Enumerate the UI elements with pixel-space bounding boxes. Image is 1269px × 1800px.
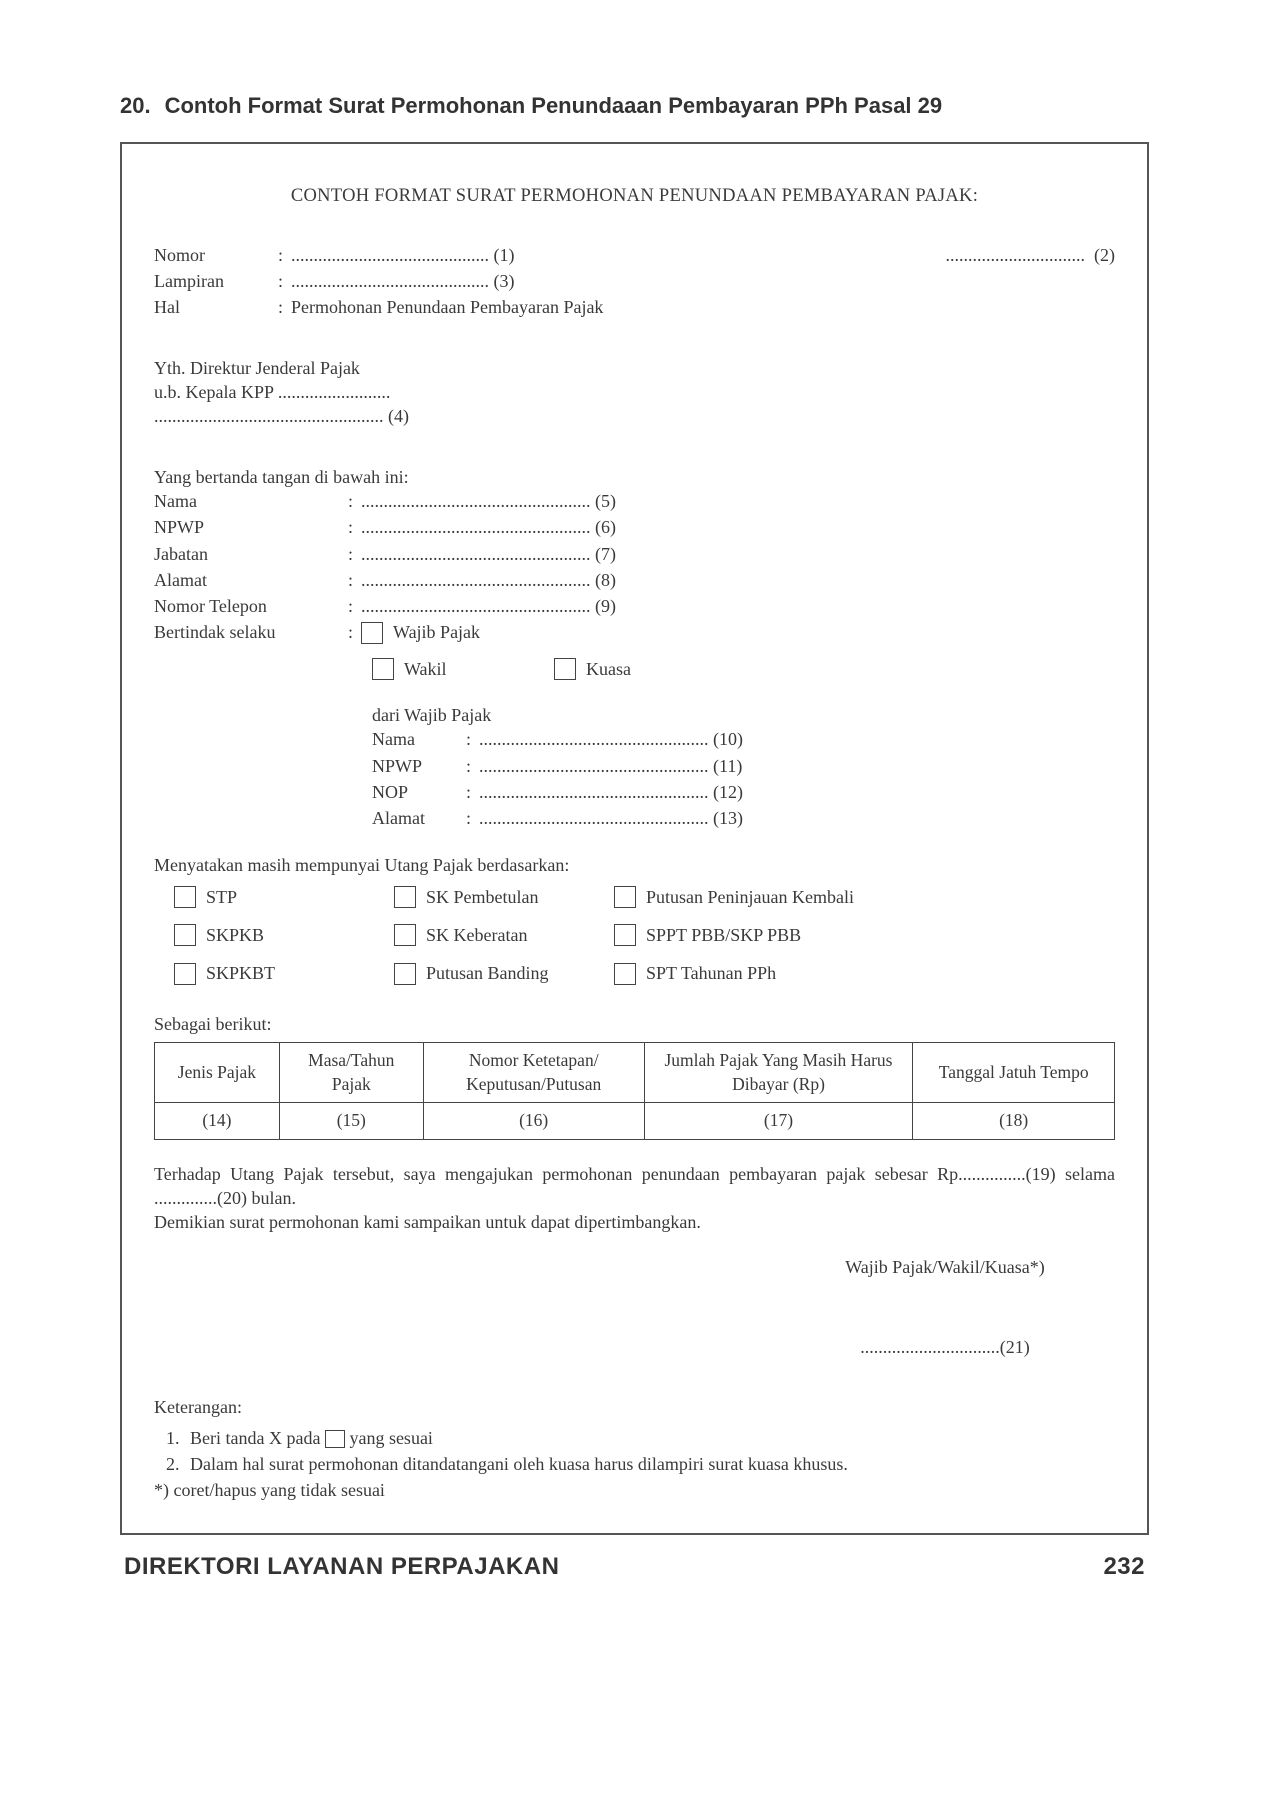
opt-banding: Putusan Banding <box>426 961 549 985</box>
ket-1: Beri tanda X pada yang sesuai <box>184 1426 1115 1450</box>
opt-wakil: Wakil <box>404 657 554 681</box>
jabatan-value: ........................................… <box>361 542 616 566</box>
header-block: Nomor : ................................… <box>154 243 1115 320</box>
ket-star: *) coret/hapus yang tidak sesuai <box>154 1478 1115 1502</box>
td-14: (14) <box>155 1103 280 1140</box>
page: 20. Contoh Format Surat Permohonan Penun… <box>0 0 1269 1641</box>
addressee-block: Yth. Direktur Jenderal Pajak u.b. Kepala… <box>154 356 1115 429</box>
th-masa: Masa/Tahun Pajak <box>279 1042 423 1102</box>
ket-title: Keterangan: <box>154 1395 1115 1419</box>
checkbox-skpkbt[interactable] <box>174 963 196 985</box>
opt-skpkbt: SKPKBT <box>206 961 275 985</box>
addr-line-1: Yth. Direktur Jenderal Pajak <box>154 356 1115 380</box>
wp-nama-value: ........................................… <box>479 727 743 751</box>
addr-line-3: ........................................… <box>154 404 1115 428</box>
nomor-value: ........................................… <box>291 243 515 267</box>
th-tempo: Tanggal Jatuh Tempo <box>913 1042 1115 1102</box>
utang-options: STP SK Pembetulan Putusan Peninjauan Kem… <box>174 885 1115 986</box>
section-number: 20. <box>120 90 151 122</box>
checkbox-kuasa[interactable] <box>554 658 576 680</box>
wp-alamat-label: Alamat <box>372 806 462 830</box>
telp-value: ........................................… <box>361 594 616 618</box>
signature-block: Wajib Pajak/Wakil/Kuasa*) ..............… <box>775 1255 1115 1360</box>
dari-wp: dari Wajib Pajak <box>372 703 1115 727</box>
utang-intro: Menyatakan masih mempunyai Utang Pajak b… <box>154 853 1115 877</box>
th-nomor: Nomor Ketetapan/ Keputusan/Putusan <box>423 1042 644 1102</box>
checkbox-sample-icon <box>325 1430 345 1448</box>
section-title: 20. Contoh Format Surat Permohonan Penun… <box>120 90 1149 122</box>
opt-sk-keberatan: SK Keberatan <box>426 923 527 947</box>
alamat-label: Alamat <box>154 568 344 592</box>
opt-stp: STP <box>206 885 237 909</box>
nomor-label: Nomor <box>154 243 274 267</box>
sign-line: ...............................(21) <box>775 1335 1115 1359</box>
td-17: (17) <box>644 1103 913 1140</box>
wp-npwp-value: ........................................… <box>479 754 742 778</box>
td-16: (16) <box>423 1103 644 1140</box>
alamat-value: ........................................… <box>361 568 616 592</box>
form-heading: CONTOH FORMAT SURAT PERMOHONAN PENUNDAAN… <box>154 184 1115 209</box>
page-number: 232 <box>1103 1553 1145 1581</box>
section-title-text: Contoh Format Surat Permohonan Penundaaa… <box>165 90 1149 122</box>
nama-value: ........................................… <box>361 489 616 513</box>
checkbox-banding[interactable] <box>394 963 416 985</box>
checkbox-sk-pembetulan[interactable] <box>394 886 416 908</box>
identity-block: Yang bertanda tangan di bawah ini: Nama:… <box>154 465 1115 831</box>
opt-kuasa: Kuasa <box>586 657 631 681</box>
addr-line-2: u.b. Kepala KPP ........................… <box>154 380 1115 404</box>
opt-sppt: SPPT PBB/SKP PBB <box>646 923 801 947</box>
paragraph-2: Demikian surat permohonan kami sampaikan… <box>154 1210 1115 1234</box>
td-18: (18) <box>913 1103 1115 1140</box>
tax-table: Jenis Pajak Masa/Tahun Pajak Nomor Ketet… <box>154 1042 1115 1140</box>
hal-value: Permohonan Penundaan Pembayaran Pajak <box>291 295 603 319</box>
wp-nop-label: NOP <box>372 780 462 804</box>
table-header-row: Jenis Pajak Masa/Tahun Pajak Nomor Ketet… <box>155 1042 1115 1102</box>
tanggal-value: ............................... (2) <box>946 243 1116 267</box>
nama-label: Nama <box>154 489 344 513</box>
ket-2: Dalam hal surat permohonan ditandatangan… <box>184 1452 1115 1476</box>
sign-role: Wajib Pajak/Wakil/Kuasa*) <box>775 1255 1115 1279</box>
td-15: (15) <box>279 1103 423 1140</box>
page-footer: DIREKTORI LAYANAN PERPAJAKAN 232 <box>120 1553 1149 1581</box>
sebagai-berikut: Sebagai berikut: <box>154 1012 1115 1036</box>
wp-alamat-value: ........................................… <box>479 806 743 830</box>
checkbox-skpkb[interactable] <box>174 924 196 946</box>
checkbox-wakil[interactable] <box>372 658 394 680</box>
opt-spt: SPT Tahunan PPh <box>646 961 776 985</box>
checkbox-wajib-pajak[interactable] <box>361 622 383 644</box>
lampiran-label: Lampiran <box>154 269 274 293</box>
checkbox-sk-keberatan[interactable] <box>394 924 416 946</box>
hal-label: Hal <box>154 295 274 319</box>
opt-wajib-pajak: Wajib Pajak <box>393 620 480 644</box>
wp-nop-value: ........................................… <box>479 780 743 804</box>
lampiran-value: ........................................… <box>291 269 515 293</box>
paragraph-1: Terhadap Utang Pajak tersebut, saya meng… <box>154 1162 1115 1211</box>
npwp-label: NPWP <box>154 515 344 539</box>
form-container: CONTOH FORMAT SURAT PERMOHONAN PENUNDAAN… <box>120 142 1149 1535</box>
npwp-value: ........................................… <box>361 515 616 539</box>
checkbox-pk[interactable] <box>614 886 636 908</box>
keterangan-block: Keterangan: Beri tanda X pada yang sesua… <box>154 1395 1115 1502</box>
th-jumlah: Jumlah Pajak Yang Masih Harus Dibayar (R… <box>644 1042 913 1102</box>
jabatan-label: Jabatan <box>154 542 344 566</box>
opt-pk: Putusan Peninjauan Kembali <box>646 885 854 909</box>
wp-npwp-label: NPWP <box>372 754 462 778</box>
telp-label: Nomor Telepon <box>154 594 344 618</box>
opt-sk-pembetulan: SK Pembetulan <box>426 885 539 909</box>
checkbox-spt[interactable] <box>614 963 636 985</box>
ket-1b: yang sesuai <box>349 1428 432 1448</box>
table-row: (14) (15) (16) (17) (18) <box>155 1103 1115 1140</box>
intro-text: Yang bertanda tangan di bawah ini: <box>154 465 1115 489</box>
checkbox-sppt[interactable] <box>614 924 636 946</box>
opt-skpkb: SKPKB <box>206 923 264 947</box>
checkbox-stp[interactable] <box>174 886 196 908</box>
th-jenis: Jenis Pajak <box>155 1042 280 1102</box>
selaku-label: Bertindak selaku <box>154 620 344 644</box>
footer-title: DIREKTORI LAYANAN PERPAJAKAN <box>124 1553 559 1581</box>
ket-1a: Beri tanda X pada <box>190 1428 320 1448</box>
wp-nama-label: Nama <box>372 727 462 751</box>
